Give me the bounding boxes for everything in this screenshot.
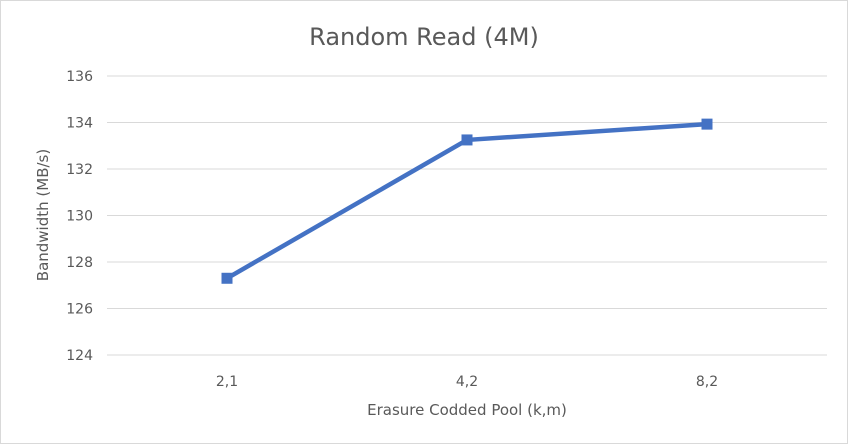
y-tick-label-4: 132	[66, 162, 93, 178]
series-line-0	[224, 121, 710, 281]
data-point-1	[461, 134, 473, 146]
y-tick-label-1: 126	[66, 302, 93, 318]
x-tick-label-1: 4,2	[456, 374, 478, 390]
x-tick-label-2: 8,2	[696, 374, 718, 390]
y-axis-label: Bandwidth (MB/s)	[34, 149, 52, 281]
data-point-0	[221, 272, 233, 284]
x-axis-ticks: 2,1 4,2 8,2	[216, 374, 718, 390]
chart-title: Random Read (4M)	[309, 23, 539, 51]
y-tick-label-3: 130	[66, 209, 93, 225]
x-axis-label: Erasure Codded Pool (k,m)	[367, 401, 567, 419]
data-point-2	[701, 118, 713, 130]
y-tick-label-0: 124	[66, 348, 93, 364]
gridlines	[107, 75, 827, 356]
y-tick-label-2: 128	[66, 255, 93, 271]
y-tick-label-5: 134	[66, 116, 93, 132]
series-layer	[221, 118, 713, 284]
x-tick-label-0: 2,1	[216, 374, 238, 390]
y-axis-ticks: 124 126 128 130 132 134 136	[66, 69, 93, 364]
y-tick-label-6: 136	[66, 69, 93, 85]
